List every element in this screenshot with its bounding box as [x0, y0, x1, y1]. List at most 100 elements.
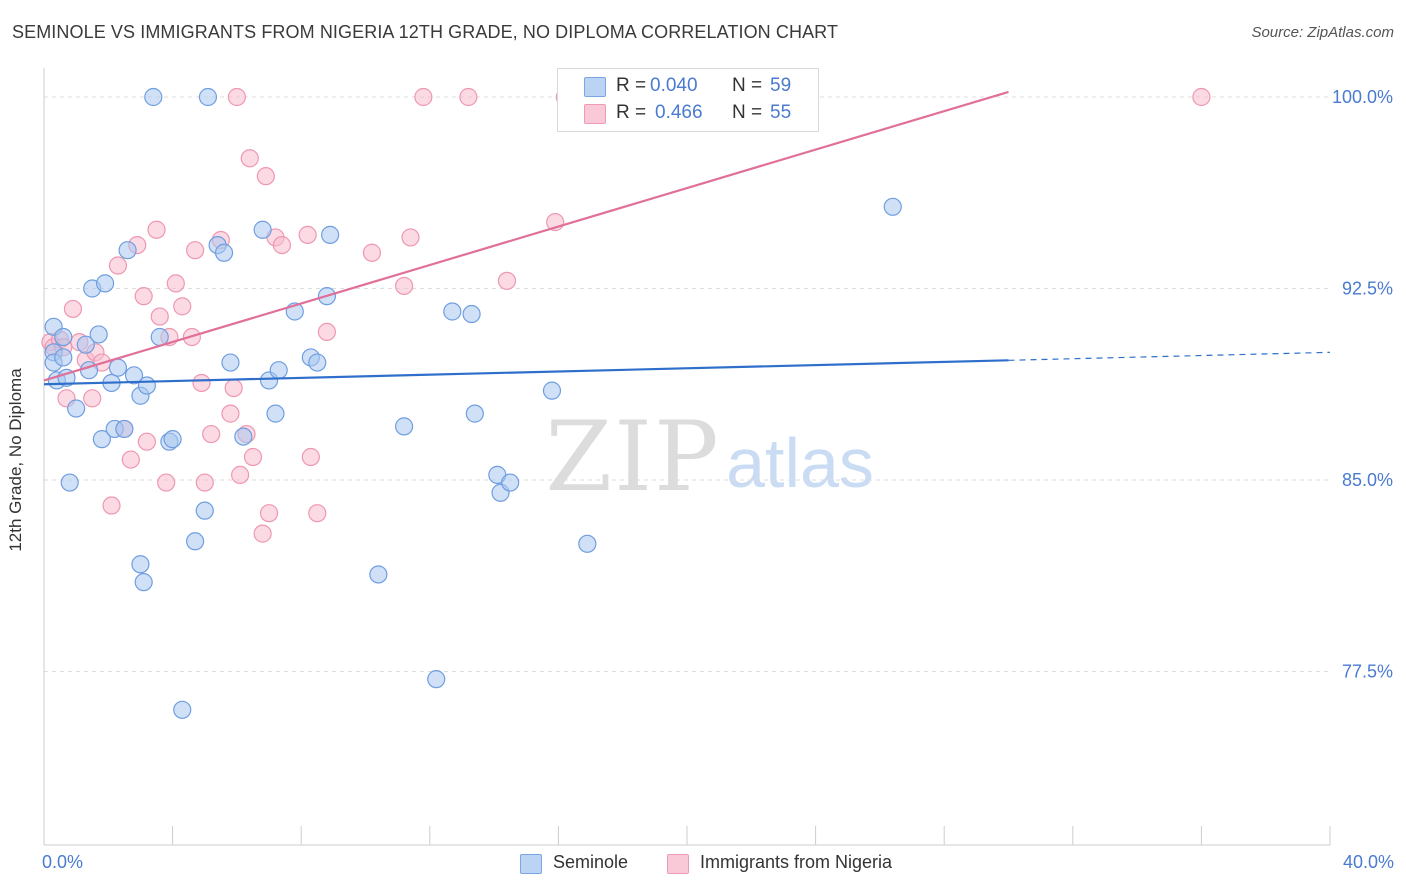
chart-source: Source: ZipAtlas.com: [1251, 24, 1394, 41]
seminole-point: [54, 348, 73, 367]
seminole-point: [118, 241, 137, 260]
seminole-point: [95, 274, 115, 293]
seminole-point: [369, 565, 388, 584]
seminole-point: [214, 243, 234, 262]
nigeria-point: [459, 87, 478, 107]
seminole-point: [67, 399, 86, 418]
seminole-point: [134, 573, 153, 592]
nigeria-trend-line: [43, 90, 1009, 382]
seminole-point: [198, 87, 218, 107]
nigeria-point: [202, 424, 221, 444]
nigeria-point: [195, 473, 214, 492]
y-tick-label: 92.5%: [1342, 279, 1393, 299]
nigeria-point: [227, 87, 246, 107]
seminole-point: [394, 417, 414, 436]
seminole-trend-line: [43, 359, 1009, 386]
stats-legend: R = 0.040 N = 59 R = 0.466 N = 55: [557, 68, 819, 132]
seminole-point: [195, 501, 214, 520]
seminole-point: [173, 700, 192, 719]
r-label: R =: [616, 102, 647, 123]
nigeria-point: [137, 432, 156, 451]
seminole-point: [253, 220, 272, 239]
y-tick-label: 100.0%: [1332, 87, 1393, 107]
nigeria-point: [243, 447, 263, 467]
nigeria-point: [157, 473, 176, 492]
y-tick-label: 85.0%: [1342, 470, 1393, 490]
seminole-point: [234, 427, 253, 446]
seminole-point: [501, 473, 520, 492]
nigeria-point: [224, 378, 243, 398]
nigeria-point: [259, 504, 279, 523]
seminole-point: [186, 532, 205, 551]
seminole-point: [308, 353, 327, 372]
nigeria-point: [134, 287, 153, 306]
seminole-point: [221, 353, 240, 372]
seminole-swatch: [584, 77, 606, 97]
nigeria-point: [298, 225, 317, 244]
seminole-point: [131, 555, 150, 574]
seminole-point: [108, 358, 128, 377]
nigeria-point: [121, 450, 140, 469]
legend-label-seminole: Seminole: [553, 852, 629, 872]
nigeria-point: [221, 404, 240, 423]
nigeria-point: [231, 465, 250, 484]
y-axis-label: 12th Grade, No Diploma: [6, 368, 25, 552]
nigeria-point: [102, 496, 121, 515]
seminole-point: [443, 302, 462, 321]
seminole-point: [115, 419, 134, 439]
seminole-trend-extension: [1008, 351, 1331, 361]
nigeria-point: [150, 307, 169, 326]
nigeria-point: [147, 220, 166, 239]
seminole-point: [321, 225, 340, 244]
chart-title: SEMINOLE VS IMMIGRANTS FROM NIGERIA 12TH…: [12, 22, 839, 42]
seminole-point: [76, 335, 95, 354]
nigeria-swatch: [584, 104, 606, 124]
n-label: N =: [732, 102, 763, 123]
x-axis-max-label: 40.0%: [1342, 852, 1394, 872]
nigeria-point: [401, 228, 420, 247]
nigeria-point: [253, 524, 272, 543]
nigeria-point: [192, 373, 211, 393]
seminole-point: [269, 361, 288, 380]
nigeria-point: [1192, 87, 1211, 107]
seminole-point: [465, 404, 484, 423]
seminole-point: [60, 473, 79, 492]
seminole-point: [89, 325, 108, 344]
seminole-point: [578, 534, 597, 553]
seminole-point: [57, 368, 76, 387]
seminole-point: [144, 87, 163, 107]
nigeria-point: [256, 167, 275, 186]
seminole-point: [462, 304, 481, 324]
r-value: 0.040: [650, 75, 698, 96]
nigeria-point: [173, 297, 192, 316]
legend-label-nigeria: Immigrants from Nigeria: [700, 852, 893, 872]
nigeria-legend-swatch: [667, 854, 689, 874]
seminole-point: [266, 404, 285, 423]
nigeria-point: [240, 149, 259, 168]
nigeria-point: [414, 87, 433, 107]
nigeria-point: [317, 322, 337, 342]
nigeria-point: [186, 241, 205, 260]
watermark-atlas: atlas: [726, 424, 874, 502]
nigeria-point: [497, 271, 517, 290]
nigeria-point: [108, 256, 128, 275]
n-value: 55: [770, 102, 792, 123]
seminole-point: [163, 430, 182, 449]
seminole-point: [427, 670, 446, 689]
nigeria-point: [301, 447, 320, 467]
seminole-point: [137, 376, 156, 395]
stats-row-nigeria: R = 0.466 N = 55: [558, 100, 818, 128]
seminole-legend-swatch: [520, 854, 542, 874]
watermark-zip: ZIP: [545, 401, 720, 513]
seminole-point: [124, 366, 144, 385]
x-axis-min-label: 0.0%: [42, 852, 84, 872]
n-label: N =: [732, 75, 763, 96]
seminole-point: [883, 197, 902, 216]
nigeria-point: [362, 243, 382, 262]
nigeria-point: [308, 504, 327, 523]
seminole-point: [54, 327, 73, 347]
nigeria-point: [63, 299, 83, 319]
y-tick-label: 77.5%: [1342, 662, 1393, 682]
nigeria-point: [394, 276, 414, 296]
